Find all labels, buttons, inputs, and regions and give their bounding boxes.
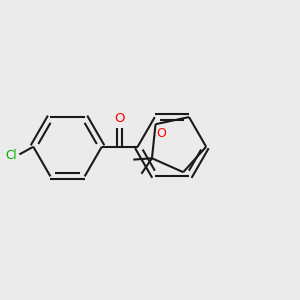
Text: O: O xyxy=(115,112,125,125)
Text: O: O xyxy=(156,127,166,140)
Text: Cl: Cl xyxy=(5,149,17,162)
